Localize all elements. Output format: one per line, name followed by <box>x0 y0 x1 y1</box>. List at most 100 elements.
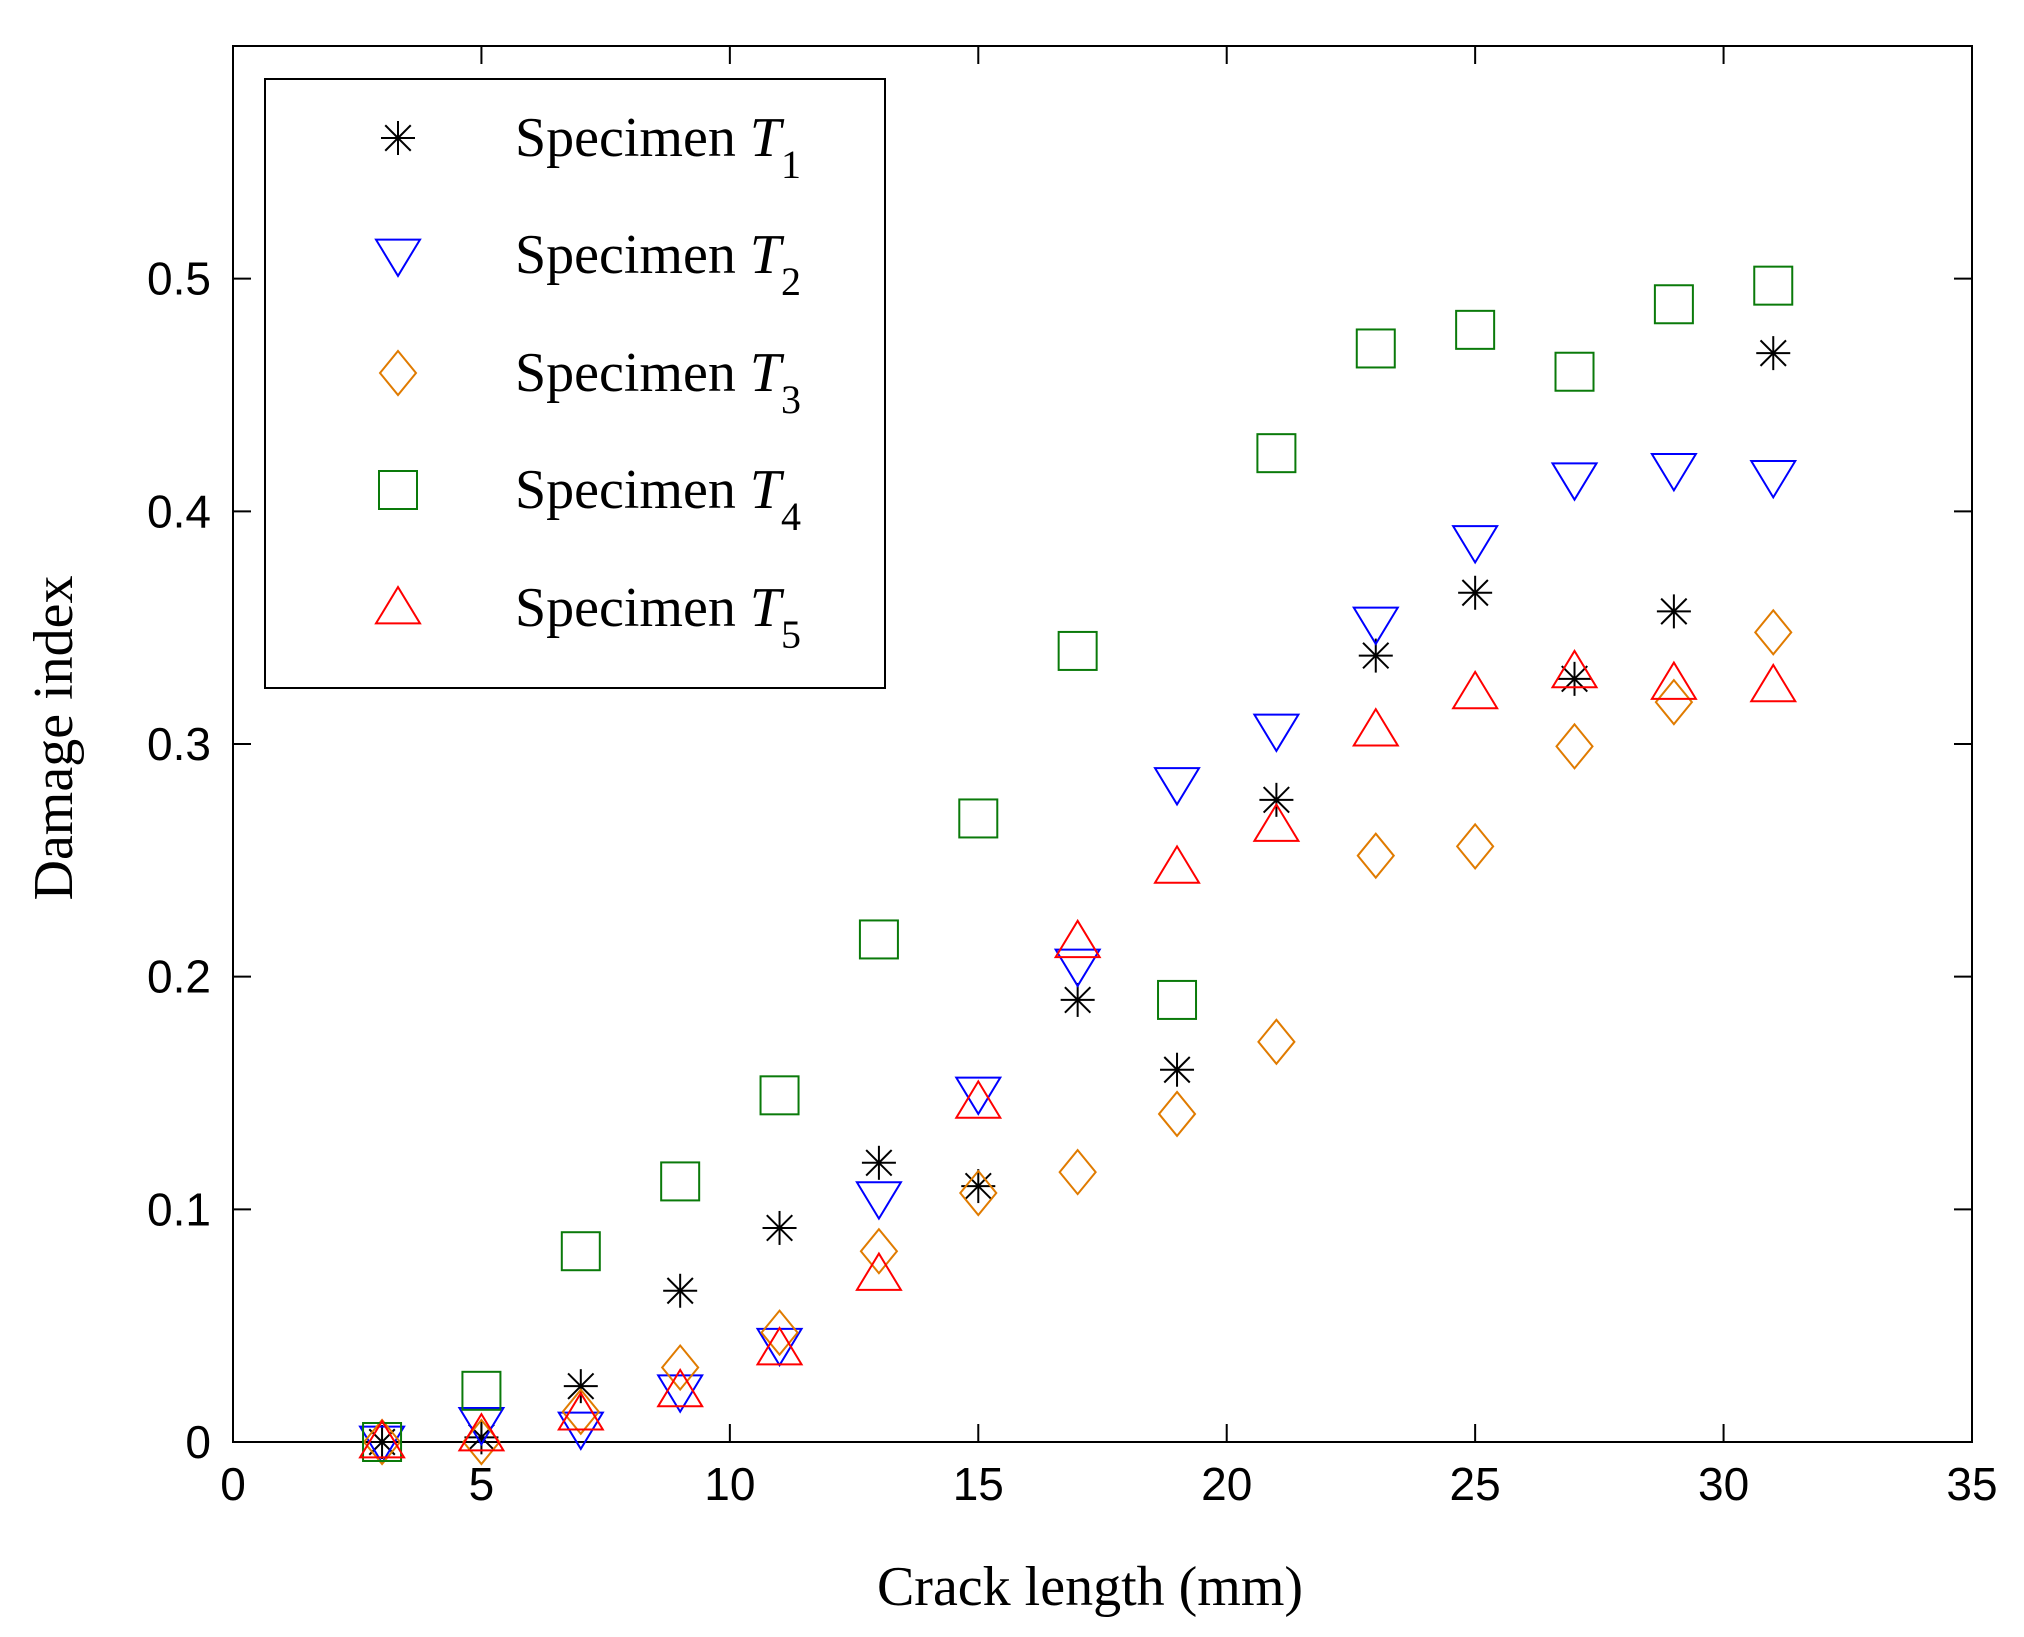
data-point <box>1053 948 1102 988</box>
data-point <box>560 1231 601 1272</box>
data-point <box>1458 575 1493 610</box>
data-point <box>1451 525 1499 565</box>
legend-entry: Specimen T4 <box>378 459 801 539</box>
x-tick-label: 0 <box>220 1458 246 1510</box>
legend-label: Specimen T3 <box>515 342 801 422</box>
series-4 <box>362 265 1794 1462</box>
data-point <box>759 1075 800 1116</box>
series-5 <box>358 649 1798 1459</box>
y-tick-label: 0.3 <box>147 718 211 770</box>
data-point <box>557 1391 605 1431</box>
data-point <box>358 1419 406 1459</box>
data-point <box>861 1145 896 1180</box>
data-point <box>461 1370 502 1411</box>
data-point <box>1650 660 1698 700</box>
data-point <box>1259 782 1294 817</box>
legend: Specimen T1 Specimen T2 Specimen T3 Specime… <box>264 78 886 689</box>
data-point <box>557 1411 605 1451</box>
legend-entry: Specimen T1 <box>381 107 801 187</box>
legend-label: Specimen T4 <box>515 459 801 539</box>
data-point <box>1256 433 1297 474</box>
data-point <box>1351 606 1400 646</box>
data-point <box>1555 722 1594 770</box>
y-axis-title: Damage index <box>23 576 85 901</box>
data-point <box>663 1273 698 1308</box>
data-point <box>760 1309 799 1357</box>
legend-marker <box>381 121 415 155</box>
data-point <box>1153 844 1201 884</box>
data-point <box>954 1079 1003 1119</box>
data-point <box>457 1412 506 1452</box>
legend-label: Specimen T1 <box>515 107 801 187</box>
data-point <box>1060 982 1095 1017</box>
x-tick-label: 35 <box>1946 1458 1997 1510</box>
data-point <box>1756 336 1791 371</box>
data-point <box>1653 284 1694 325</box>
data-point <box>660 1343 700 1392</box>
legend-box <box>264 78 886 689</box>
data-point <box>859 1227 899 1275</box>
data-point <box>1557 661 1592 696</box>
data-point <box>1157 1090 1197 1138</box>
legend-marker <box>378 470 418 510</box>
x-axis-title: Crack length (mm) <box>877 1556 1303 1618</box>
legend-label: Specimen T5 <box>515 577 801 657</box>
data-point <box>1057 630 1098 671</box>
legend-marker <box>374 238 422 278</box>
legend-entry: Specimen T2 <box>374 224 801 304</box>
y-tick-label: 0.4 <box>147 485 211 537</box>
data-point <box>1749 460 1798 500</box>
data-point <box>1654 678 1694 726</box>
legend-entry: Specimen T5 <box>374 577 801 657</box>
legend-marker <box>378 349 418 397</box>
legend-label: Specimen T2 <box>515 224 801 304</box>
data-point <box>1058 1148 1097 1196</box>
x-tick-label: 5 <box>469 1458 495 1510</box>
data-points <box>358 265 1798 1466</box>
data-point <box>755 1326 804 1366</box>
data-point <box>656 1367 704 1408</box>
data-point <box>958 1169 998 1217</box>
data-point <box>563 1369 598 1404</box>
series-3 <box>362 608 1793 1466</box>
data-point <box>457 1406 506 1447</box>
data-point <box>1753 265 1794 306</box>
data-point <box>660 1161 701 1202</box>
y-tick-label: 0.5 <box>147 253 211 305</box>
data-point <box>1252 713 1301 753</box>
data-point <box>1257 1018 1296 1066</box>
x-tick-label: 25 <box>1450 1458 1501 1510</box>
data-point <box>1650 453 1698 493</box>
data-point <box>362 1418 402 1466</box>
x-tick-label: 30 <box>1698 1458 1749 1510</box>
data-point <box>1554 351 1595 392</box>
data-point <box>1356 832 1396 880</box>
y-tick-label: 0.2 <box>147 951 211 1003</box>
y-tick-label: 0 <box>185 1416 211 1468</box>
data-point <box>358 1425 406 1465</box>
data-point <box>1451 669 1499 710</box>
data-point <box>858 919 899 960</box>
data-point <box>1455 822 1495 870</box>
data-point <box>561 1388 601 1436</box>
data-point <box>656 1374 704 1414</box>
series-2 <box>358 453 1798 1465</box>
data-point <box>762 1210 797 1245</box>
legend-marker <box>374 585 422 625</box>
data-point <box>1753 608 1793 656</box>
data-point <box>954 1076 1003 1116</box>
data-point <box>1455 309 1496 350</box>
x-tick-label: 10 <box>704 1458 755 1510</box>
x-tick-label: 20 <box>1201 1458 1252 1510</box>
x-tick-label: 15 <box>953 1458 1004 1510</box>
data-point <box>1749 663 1798 703</box>
data-point <box>1351 707 1400 747</box>
data-point <box>1550 462 1599 502</box>
data-point <box>855 1251 903 1291</box>
data-point <box>1550 649 1599 689</box>
data-point <box>1053 918 1102 959</box>
data-point <box>1355 328 1396 369</box>
data-point <box>1252 802 1301 842</box>
data-point <box>1157 979 1198 1020</box>
